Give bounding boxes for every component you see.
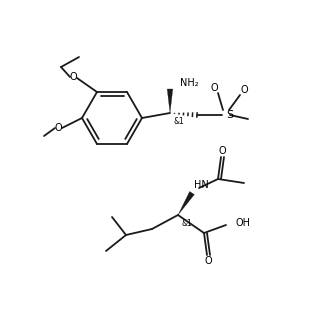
Text: NH₂: NH₂ <box>180 78 199 88</box>
Text: O: O <box>54 123 62 133</box>
Text: &1: &1 <box>173 117 184 126</box>
Polygon shape <box>167 89 173 113</box>
Text: O: O <box>240 85 248 95</box>
Text: HN: HN <box>194 180 209 190</box>
Text: S: S <box>226 110 233 120</box>
Polygon shape <box>178 191 194 215</box>
Text: &1: &1 <box>181 218 192 227</box>
Text: O: O <box>218 146 226 156</box>
Text: O: O <box>204 256 212 266</box>
Text: O: O <box>69 72 77 82</box>
Text: OH: OH <box>236 218 251 228</box>
Text: O: O <box>210 83 218 93</box>
